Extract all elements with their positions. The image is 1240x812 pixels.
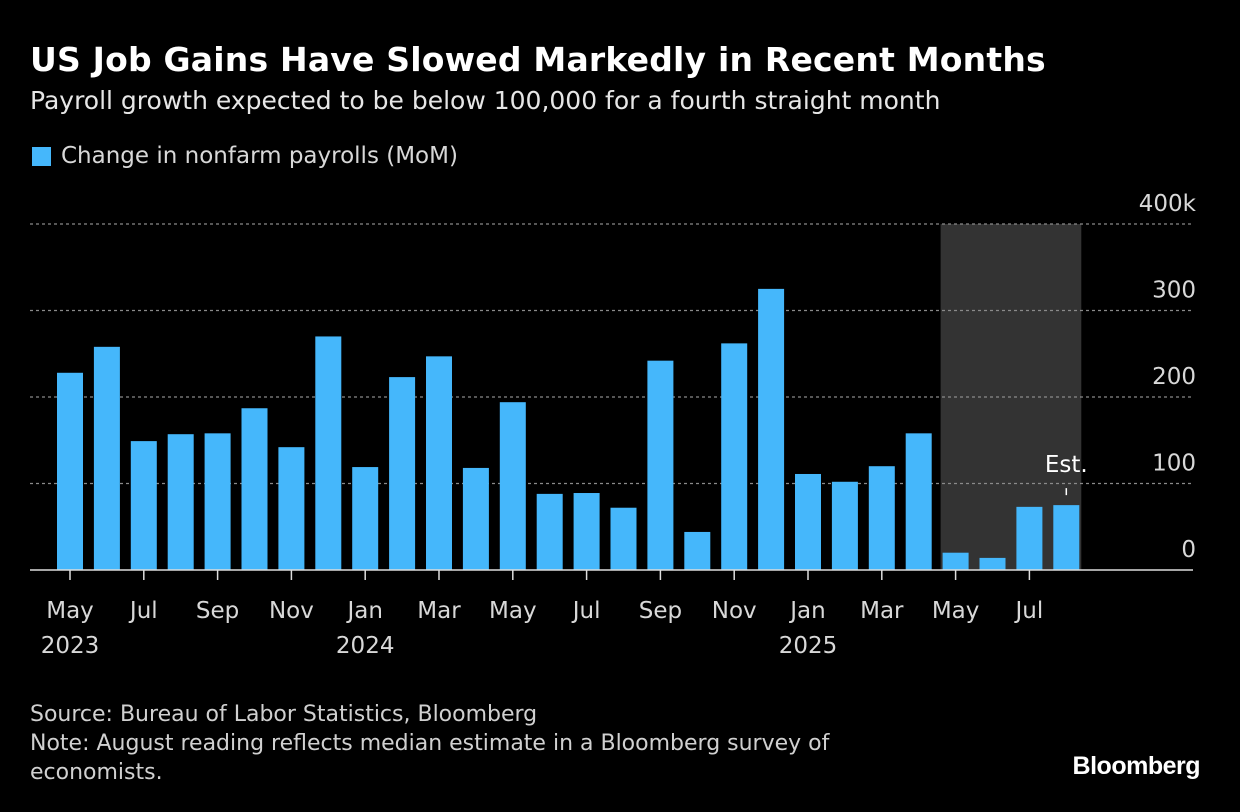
source-note: Source: Bureau of Labor Statistics, Bloo… <box>30 702 538 727</box>
bar <box>647 360 674 570</box>
bar <box>57 372 83 570</box>
bar <box>795 473 821 570</box>
x-year-label: 2024 <box>336 633 395 659</box>
bar <box>758 288 785 570</box>
legend: Change in nonfarm payrolls (MoM) <box>32 143 458 169</box>
y-tick-label: 200 <box>1152 364 1196 390</box>
bar <box>352 467 379 570</box>
bar <box>573 493 600 570</box>
x-year-label: 2025 <box>779 633 838 659</box>
bar <box>721 343 748 570</box>
bar <box>462 467 489 570</box>
y-tick-label: 100 <box>1152 451 1196 477</box>
x-tick-label: Mar <box>417 598 461 624</box>
bar <box>536 493 563 570</box>
bloomberg-logo: Bloomberg <box>1072 752 1201 780</box>
bar <box>684 531 711 570</box>
x-tick-label: Jul <box>128 598 158 624</box>
bar <box>389 377 416 570</box>
bar <box>610 507 637 570</box>
legend-swatch <box>32 146 51 166</box>
chart-title: US Job Gains Have Slowed Markedly in Rec… <box>30 40 1046 79</box>
y-tick-label: 0 <box>1181 537 1196 563</box>
bar <box>204 433 231 570</box>
x-tick-label: Nov <box>712 598 757 624</box>
bar <box>499 402 526 570</box>
x-tick-label: Jul <box>571 598 601 624</box>
x-tick-label: May <box>46 598 94 624</box>
bar <box>241 408 268 570</box>
legend-label: Change in nonfarm payrolls (MoM) <box>61 143 458 169</box>
chart-subtitle: Payroll growth expected to be below 100,… <box>30 86 941 115</box>
y-tick-label: 400k <box>1139 191 1197 217</box>
bar <box>315 336 342 570</box>
bar <box>1016 506 1043 570</box>
bar <box>167 434 194 570</box>
x-tick-label: May <box>489 598 537 624</box>
bar <box>942 552 969 570</box>
footnote: Note: August reading reflects median est… <box>30 731 830 785</box>
x-year-label: 2023 <box>41 633 100 659</box>
x-tick-label: Sep <box>196 598 239 624</box>
bar <box>278 447 305 570</box>
x-tick-label: Sep <box>639 598 682 624</box>
x-tick-label: Nov <box>269 598 314 624</box>
x-tick-label: Jul <box>1014 598 1044 624</box>
y-tick-label: 300 <box>1152 278 1196 304</box>
bar <box>831 481 858 570</box>
bar <box>905 433 932 570</box>
bar <box>93 346 120 570</box>
bar <box>868 466 895 570</box>
bar <box>1053 505 1080 570</box>
footer: Source: Bureau of Labor Statistics, Bloo… <box>30 700 930 787</box>
x-tick-label: Mar <box>860 598 904 624</box>
x-tick-label: Jan <box>345 598 382 624</box>
x-tick-label: Jan <box>788 598 825 624</box>
annotation-est: Est. <box>1045 452 1088 478</box>
bar <box>130 441 157 570</box>
bar <box>426 356 452 570</box>
x-tick-label: May <box>932 598 980 624</box>
bar <box>979 557 1006 570</box>
